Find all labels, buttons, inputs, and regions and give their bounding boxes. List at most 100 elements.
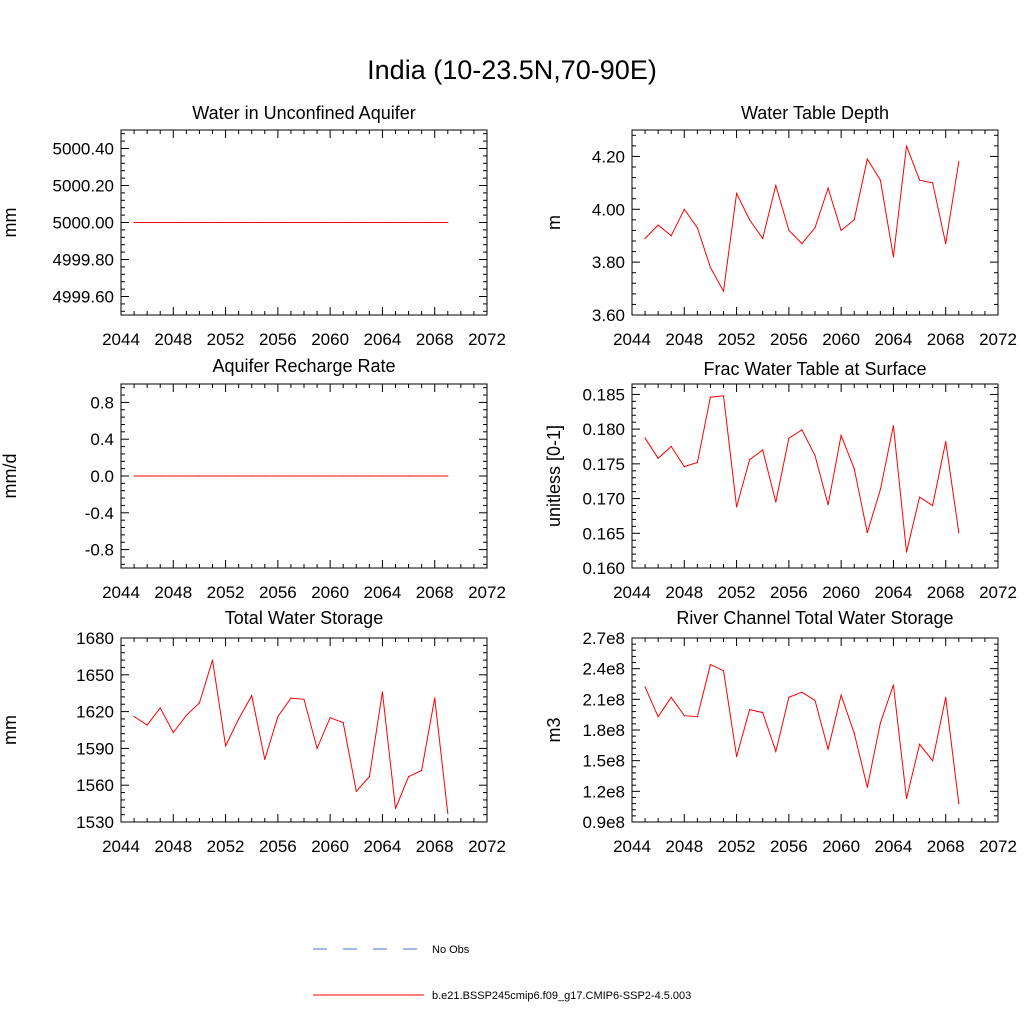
y-tick-label: 1650 (76, 666, 114, 685)
data-point (644, 686, 646, 688)
data-point (762, 712, 764, 714)
data-point (657, 224, 659, 226)
x-tick-label: 2072 (468, 837, 506, 856)
y-tick-label: 0.165 (582, 524, 625, 543)
data-point (853, 468, 855, 470)
data-point (316, 747, 318, 750)
x-tick-label: 2056 (259, 837, 297, 856)
data-point (722, 395, 725, 397)
data-point (657, 716, 659, 718)
data-point (434, 697, 436, 699)
x-tick-label: 2068 (927, 837, 965, 856)
data-point (329, 221, 331, 224)
data-point (840, 434, 842, 436)
data-point (722, 290, 725, 292)
data-point (159, 475, 161, 477)
y-tick-label: 4999.80 (53, 251, 114, 270)
data-point (736, 192, 738, 194)
data-point (866, 532, 868, 534)
data-point (775, 750, 777, 753)
data-point (696, 716, 699, 718)
data-point (892, 425, 895, 427)
data-point (329, 717, 331, 719)
data-point (775, 184, 777, 187)
data-point (342, 475, 344, 477)
data-point (408, 776, 410, 778)
data-point (133, 475, 135, 477)
y-tick-label: 2.4e8 (582, 660, 625, 679)
y-tick-label: 0.4 (90, 430, 114, 449)
data-point (211, 475, 214, 477)
data-point (394, 221, 397, 224)
data-point (840, 229, 842, 231)
data-point (421, 221, 423, 224)
y-tick-label: 0.170 (582, 490, 625, 509)
x-tick-label: 2056 (770, 837, 808, 856)
x-tick-label: 2072 (979, 837, 1017, 856)
data-point (277, 475, 279, 477)
data-point (211, 221, 214, 224)
data-point (394, 807, 397, 810)
plot-frame (120, 637, 488, 823)
x-tick-label: 2064 (364, 837, 402, 856)
series-line (644, 395, 960, 553)
data-point (172, 221, 174, 224)
y-axis-label: m3 (544, 717, 564, 742)
y-axis-label: m (544, 215, 564, 230)
data-point (329, 475, 331, 477)
data-point (958, 532, 960, 534)
x-tick-label: 2048 (154, 837, 192, 856)
data-point (788, 696, 790, 698)
x-tick-label: 2064 (364, 583, 402, 602)
legend-model-label: b.e21.BSSP245cmip6.f09_g17.CMIP6-SSP2-4.… (432, 990, 691, 1002)
plot-frame (631, 637, 999, 823)
data-point (394, 475, 397, 477)
data-point (801, 429, 803, 431)
data-point (749, 459, 751, 461)
data-point (709, 266, 712, 268)
data-point (892, 684, 895, 686)
data-point (316, 475, 318, 477)
data-point (368, 475, 370, 477)
data-point (932, 182, 934, 184)
data-point (788, 229, 790, 231)
data-point (185, 221, 187, 224)
data-point (146, 475, 148, 477)
data-point (133, 221, 135, 224)
data-point (238, 718, 240, 720)
data-point (290, 221, 292, 224)
x-tick-label: 2052 (718, 330, 756, 349)
panel-title: Aquifer Recharge Rate (212, 356, 395, 376)
data-point (225, 745, 227, 747)
data-point (683, 466, 685, 468)
y-tick-label: -0.8 (85, 541, 114, 560)
data-point (958, 161, 960, 163)
data-point (958, 803, 960, 805)
x-tick-label: 2044 (102, 837, 140, 856)
x-tick-label: 2068 (927, 330, 965, 349)
x-tick-label: 2064 (875, 330, 913, 349)
x-tick-label: 2052 (207, 330, 245, 349)
data-point (749, 709, 751, 711)
y-tick-label: 4999.60 (53, 288, 114, 307)
y-tick-label: 3.60 (592, 306, 625, 325)
data-point (277, 221, 279, 224)
panel-title: Water in Unconfined Aquifer (192, 103, 415, 123)
data-point (381, 221, 383, 224)
data-point (408, 221, 410, 224)
x-tick-label: 2048 (154, 330, 192, 349)
data-point (225, 221, 227, 224)
y-tick-label: 0.175 (582, 455, 625, 474)
series-line (644, 663, 960, 804)
data-point (146, 221, 148, 224)
data-point (277, 715, 279, 718)
data-point (670, 235, 672, 237)
y-tick-label: 1.2e8 (582, 782, 625, 801)
data-point (709, 664, 712, 666)
data-point (853, 219, 855, 221)
plot-frame (631, 129, 999, 316)
y-axis-label: mm (0, 208, 20, 238)
data-point (670, 445, 672, 448)
y-axis-label: mm/d (0, 454, 20, 499)
